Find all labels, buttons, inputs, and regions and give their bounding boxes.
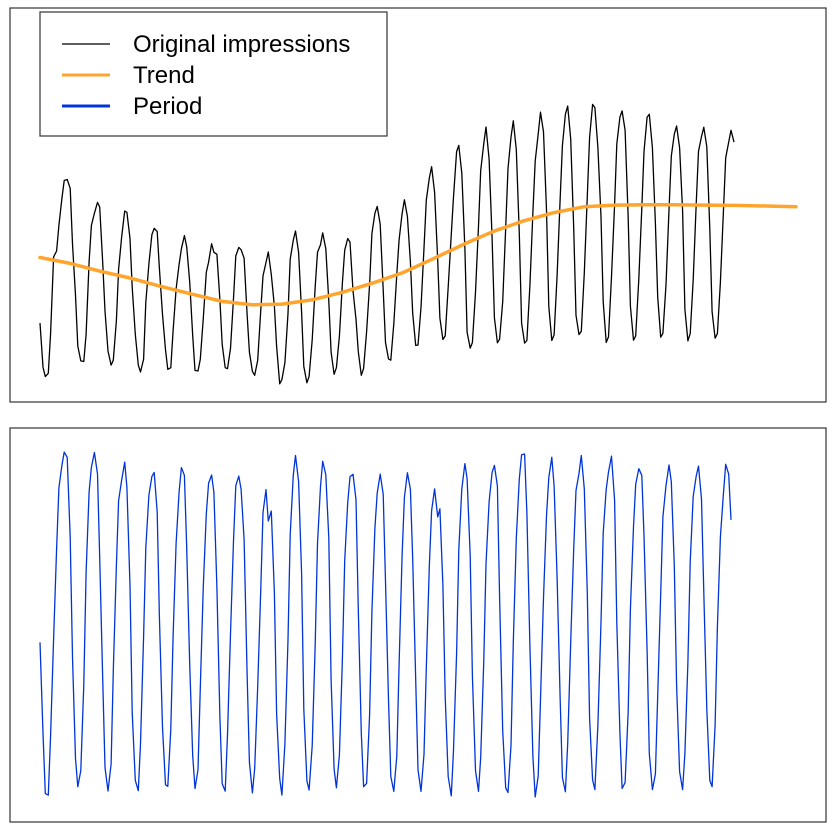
- legend-label-trend: Trend: [133, 62, 195, 89]
- legend: Original impressions Trend Period: [39, 11, 388, 137]
- bottom-panel-frame: [9, 427, 827, 823]
- legend-label-period: Period: [133, 93, 202, 120]
- top-panel-frame: [9, 7, 827, 403]
- legend-label-original: Original impressions: [133, 31, 350, 58]
- series-line-trend: [38, 202, 798, 307]
- bottom-panel: [9, 427, 827, 823]
- series-line-original-impressions: [39, 103, 735, 385]
- top-panel: Original impressions Trend Period: [9, 7, 827, 403]
- series-line-period: [39, 451, 732, 798]
